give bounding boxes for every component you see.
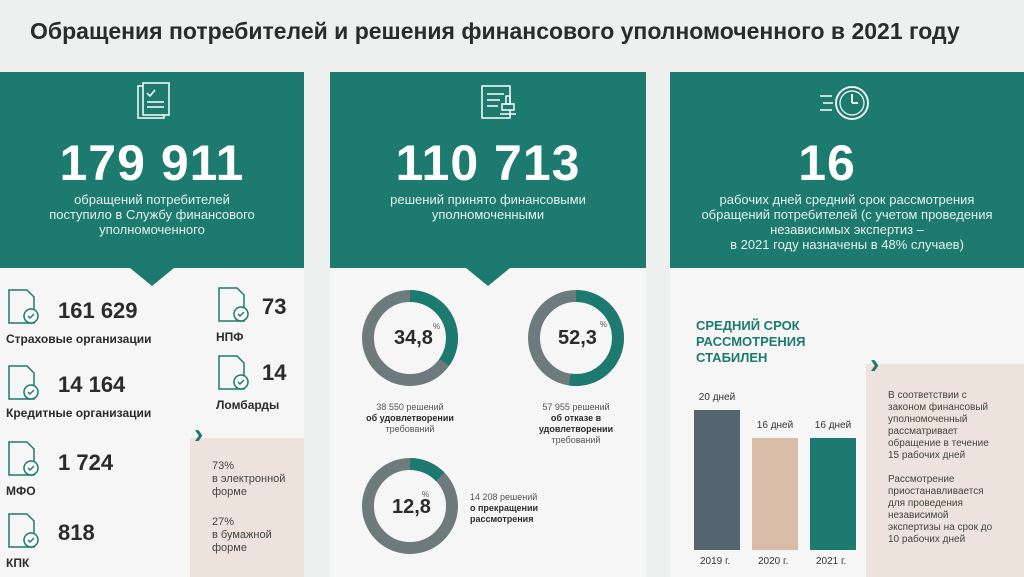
review-days-desc: рабочих дней средний срок рассмотрения о… — [701, 192, 993, 252]
document-icon — [218, 287, 249, 322]
bar-category-label: 2019 г. — [700, 556, 731, 567]
page-title: Обращения потребителей и решения финансо… — [30, 18, 960, 44]
donut-rejected-value: 52,3 — [558, 327, 597, 349]
review-time-header: 16 рабочих дней средний срок рассмотрени… — [670, 72, 1024, 268]
review-time-panel: 16 рабочих дней средний срок рассмотрени… — [670, 72, 1024, 577]
bar-value-label: 20 дней — [698, 392, 736, 403]
document-icon — [218, 355, 249, 390]
donut-terminated-caption: 14 208 решений о прекращении рассмотрени… — [470, 492, 539, 524]
chevron-right-icon: › — [194, 418, 204, 449]
stat-insurance-label: Страховые организации — [6, 332, 152, 346]
paper-share-note: 27% в бумажной форме — [212, 516, 272, 554]
complaints-desc: обращений потребителей поступило в Служб… — [49, 192, 255, 237]
header-arrow — [130, 268, 174, 286]
decisions-desc: решений принято финансовыми уполномоченн… — [390, 192, 586, 222]
donut-terminated-value: 12,8 — [392, 496, 431, 518]
stat-pawnshop-label: Ломбарды — [216, 398, 280, 412]
decisions-total: 110 713 — [395, 135, 581, 191]
document-icon — [8, 365, 39, 400]
donut-satisfied-value: 34,8 — [394, 327, 433, 349]
document-checklist-icon — [137, 82, 170, 119]
complaints-panel: 179 911 обращений потребителей поступило… — [0, 72, 304, 577]
donut-terminated-pct: % — [422, 490, 430, 499]
header-arrow — [466, 268, 510, 286]
decisions-panel: 110 713 решений принято финансовыми упол… — [330, 72, 646, 577]
bar-category-label: 2020 г. — [758, 556, 789, 567]
stat-credit-label: Кредитные организации — [6, 406, 152, 420]
donut-terminated-arc — [362, 458, 458, 554]
document-icon — [8, 513, 39, 548]
channel-note-box — [190, 438, 304, 577]
stat-npf-label: НПФ — [216, 330, 244, 344]
donut-satisfied-arc — [362, 290, 458, 386]
stat-kpk-value: 818 — [58, 520, 95, 545]
stat-mfo-value: 1 724 — [58, 450, 114, 475]
chart-title: СРЕДНИЙ СРОК РАССМОТРЕНИЯ СТАБИЛЕН — [696, 318, 806, 365]
donut-satisfied-caption: 38 550 решений об удовлетворении требова… — [366, 402, 454, 434]
donut-satisfied — [362, 290, 458, 386]
document-stamp-icon — [481, 85, 516, 119]
chevron-right-icon: › — [870, 348, 880, 379]
review-days-value: 16 — [798, 135, 856, 191]
fast-clock-icon — [820, 86, 869, 120]
stat-mfo-label: МФО — [6, 484, 36, 498]
donut-satisfied-pct: % — [433, 322, 441, 331]
document-icon — [8, 441, 39, 476]
bar-2 — [810, 438, 856, 550]
stat-insurance-value: 161 629 — [58, 298, 138, 323]
stat-kpk-label: КПК — [6, 556, 30, 570]
rules-note-1: В соответствии с законом финансовый уполно… — [888, 390, 989, 461]
stat-credit-value: 14 164 — [58, 372, 126, 397]
bar-1 — [752, 438, 798, 550]
bar-value-label: 16 дней — [756, 420, 794, 431]
complaints-header: 179 911 обращений потребителей поступило… — [0, 72, 304, 268]
document-icon — [8, 289, 39, 324]
bar-value-label: 16 дней — [814, 420, 852, 431]
bar-0 — [694, 410, 740, 550]
decisions-header: 110 713 решений принято финансовыми упол… — [330, 72, 646, 268]
stat-npf-value: 73 — [262, 294, 287, 319]
stat-pawnshop-value: 14 — [262, 360, 287, 385]
electronic-share-note: 73% в электронной форме — [212, 460, 286, 498]
donut-rejected-caption: 57 955 решений об отказе в удовлетворени… — [538, 402, 614, 445]
complaints-total: 179 911 — [59, 135, 245, 191]
rules-note-box — [866, 364, 1024, 577]
donut-terminated — [362, 458, 458, 554]
donut-rejected-arc — [528, 290, 624, 386]
rules-note-2: Рассмотрение приостанавливается для провед… — [888, 474, 993, 545]
donut-rejected-pct: % — [600, 320, 608, 329]
bar-category-label: 2021 г. — [816, 556, 847, 567]
donut-rejected — [528, 290, 624, 386]
